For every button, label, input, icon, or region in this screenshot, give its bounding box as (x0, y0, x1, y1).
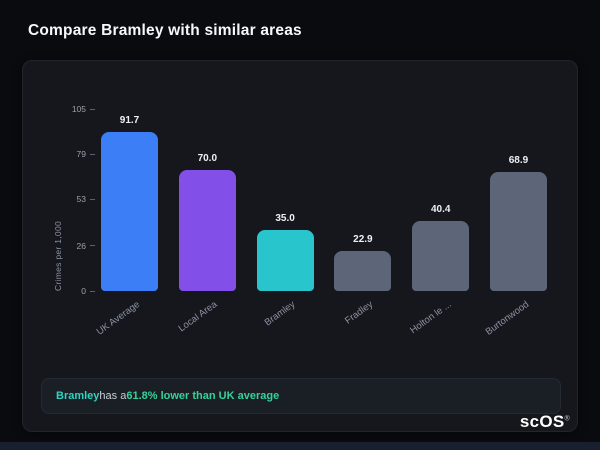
y-tick-mark (90, 198, 95, 200)
y-tick-53: 53 (53, 193, 95, 205)
y-tick-79: 79 (53, 148, 95, 160)
bar-value-label: 91.7 (119, 115, 140, 127)
y-axis: 0 26 53 79 105 (53, 104, 95, 296)
bar-column-bramley: 35.0 Bramley (256, 109, 314, 328)
y-tick-mark (90, 153, 95, 155)
y-tick-label: 0 (81, 286, 86, 296)
bar-value-label: 70.0 (197, 152, 218, 164)
summary-area-name: Bramley (56, 390, 100, 402)
page-title: Compare Bramley with similar areas (28, 22, 302, 39)
bar-column-uk-average: 91.7 UK Average (95, 109, 158, 338)
y-tick-label: 105 (71, 104, 86, 114)
x-axis-label-fradley: Fradley (343, 299, 376, 327)
bar-burtonwood[interactable] (489, 171, 547, 291)
y-tick-0: 0 (53, 285, 95, 297)
y-tick-mark (90, 245, 95, 247)
y-tick-label: 79 (76, 149, 86, 160)
bar-column-local-area: 70.0 Local Area (177, 109, 236, 334)
scos-logo: scOS® (520, 412, 570, 432)
bar-value-label: 40.4 (430, 203, 451, 215)
x-axis-label-local-area: Local Area (176, 299, 220, 335)
bar-bramley[interactable] (256, 230, 314, 291)
bar-column-holton-le: 40.4 Holton le ... (408, 109, 470, 336)
bar-fradley[interactable] (334, 251, 392, 291)
registered-mark: ® (564, 415, 570, 423)
bar-chart: 0 26 53 79 105 91.7 UK Average 70.0 Local Area 3… (53, 104, 549, 338)
y-tick-label: 53 (76, 194, 86, 205)
bar-uk-average[interactable] (101, 132, 158, 291)
chart-card: Crimes per 1,000 0 26 53 79 105 91.7 UK Avera… (22, 60, 578, 432)
x-axis-label-burtonwood: Burtonwood (483, 299, 531, 338)
y-tick-26: 26 (53, 240, 95, 252)
y-tick-label: 26 (76, 240, 86, 251)
x-axis-label-holton-le: Holton le ... (407, 299, 454, 337)
scos-logo-text: scOS (519, 412, 565, 431)
x-axis-label-bramley: Bramley (262, 299, 298, 329)
bar-holton-le[interactable] (412, 220, 470, 291)
y-tick-105: 105 (53, 103, 95, 115)
window-bottom-edge (0, 442, 600, 450)
summary-mid-text: has a (99, 390, 127, 402)
summary-note: Bramley has a 61.8% lower than UK averag… (41, 378, 561, 414)
y-tick-mark (90, 290, 95, 292)
bar-column-burtonwood: 68.9 Burtonwood (483, 109, 547, 338)
bar-value-label: 68.9 (508, 154, 529, 166)
summary-highlight-text: 61.8% lower than UK average (126, 390, 280, 402)
bars-plot-area: 91.7 UK Average 70.0 Local Area 35.0 Bramley 2… (95, 109, 547, 338)
bar-column-fradley: 22.9 Fradley (334, 109, 392, 327)
bar-value-label: 35.0 (275, 213, 295, 225)
bar-local-area[interactable] (178, 169, 236, 291)
x-axis-label-uk-average: UK Average (94, 299, 142, 338)
y-tick-mark (90, 108, 95, 110)
bar-value-label: 22.9 (353, 234, 373, 246)
